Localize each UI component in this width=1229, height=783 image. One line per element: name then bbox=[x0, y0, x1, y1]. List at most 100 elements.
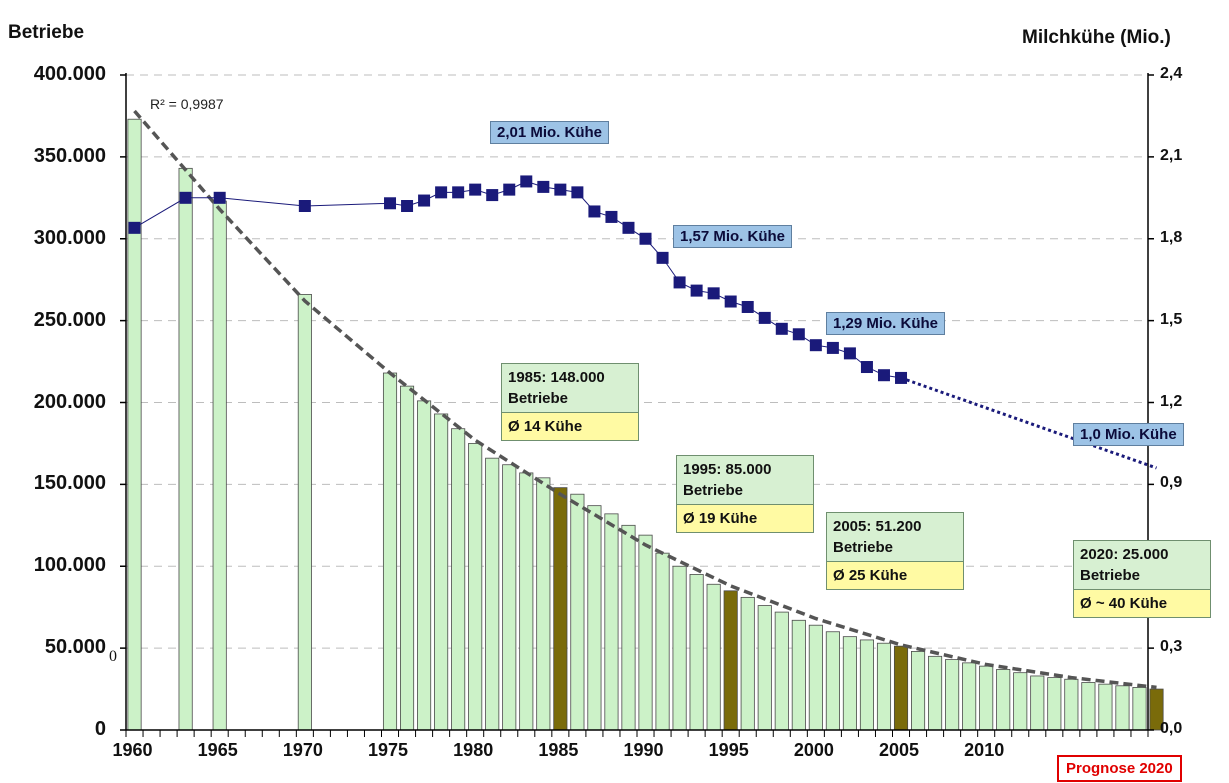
info-year-value: 1995: 85.000 bbox=[683, 461, 772, 478]
cow-marker-2004 bbox=[877, 369, 890, 382]
farm-bar-1985 bbox=[553, 487, 568, 731]
right-tick-label: 1,2 bbox=[1160, 392, 1183, 410]
cow-marker-1976 bbox=[401, 200, 414, 212]
cow-marker-2002 bbox=[843, 347, 856, 360]
info-average: Ø 14 Kühe bbox=[501, 413, 639, 441]
farm-bar-2020 bbox=[1149, 688, 1164, 731]
farm-bar-2014 bbox=[1047, 677, 1062, 731]
farm-bar-2007 bbox=[928, 655, 943, 731]
x-tick-label: 1980 bbox=[453, 740, 494, 760]
cow-marker-1984 bbox=[537, 180, 550, 193]
info-unit: Betriebe bbox=[508, 390, 569, 407]
x-tick-label: 1995 bbox=[708, 740, 749, 760]
x-tick-label: 2000 bbox=[793, 740, 834, 760]
x-tick-label: 1990 bbox=[623, 740, 664, 760]
cow-marker-1996 bbox=[741, 300, 754, 313]
farm-bar-2016 bbox=[1081, 682, 1096, 731]
cow-marker-1995 bbox=[724, 295, 737, 308]
cow-marker-1989 bbox=[622, 221, 635, 234]
farm-bar-1981 bbox=[485, 457, 500, 731]
cow-marker-1992 bbox=[673, 276, 686, 289]
farm-bar-1999 bbox=[791, 619, 806, 731]
farm-bar-1965 bbox=[212, 200, 227, 731]
trend-line bbox=[133, 109, 1157, 690]
farm-bar-1993 bbox=[689, 574, 704, 731]
cow-label-1983: 2,01 Mio. Kühe bbox=[490, 121, 610, 144]
farm-bar-2017 bbox=[1098, 683, 1113, 731]
info-year-value: 1985: 148.000 bbox=[508, 369, 605, 386]
info-year-value: 2005: 51.200 bbox=[833, 518, 922, 535]
farm-bar-1992 bbox=[672, 565, 687, 731]
farm-bar-1976 bbox=[400, 385, 415, 731]
farm-bar-2012 bbox=[1013, 672, 1028, 731]
x-tick-label: 2005 bbox=[879, 740, 920, 760]
cow-marker-2003 bbox=[860, 361, 873, 374]
farm-bar-1963 bbox=[178, 167, 193, 731]
farm-bar-2003 bbox=[859, 639, 874, 731]
farm-bar-2008 bbox=[945, 659, 960, 731]
axes bbox=[120, 73, 1154, 737]
farm-bar-2013 bbox=[1030, 675, 1045, 731]
info-box-1995: 1995: 85.000 Betriebe Ø 19 Kühe bbox=[676, 455, 814, 533]
farm-bar-1994 bbox=[706, 583, 721, 731]
cow-marker-1975 bbox=[384, 197, 397, 210]
grid-lines bbox=[126, 74, 1148, 649]
x-tick-label: 2010 bbox=[964, 740, 1005, 760]
farm-bar-2002 bbox=[842, 636, 857, 731]
farm-bar-1979 bbox=[451, 428, 466, 731]
left-tick-label: 200.000 bbox=[33, 390, 106, 413]
farm-bar-1982 bbox=[502, 464, 517, 731]
info-box-2005: 2005: 51.200 Betriebe Ø 25 Kühe bbox=[826, 512, 964, 590]
farm-bar-1996 bbox=[740, 596, 755, 731]
info-year-value: 2020: 25.000 bbox=[1080, 546, 1169, 563]
prognose-badge: Prognose 2020 bbox=[1057, 755, 1182, 782]
info-box-2020: 2020: 25.000 Betriebe Ø ~ 40 Kühe bbox=[1073, 540, 1211, 618]
farm-bar-1983 bbox=[519, 472, 534, 731]
info-unit: Betriebe bbox=[683, 482, 744, 499]
right-tick-label: 1,5 bbox=[1160, 310, 1183, 328]
farm-bar-2019 bbox=[1132, 687, 1147, 731]
cow-marker-1979 bbox=[452, 186, 465, 199]
cow-series-line bbox=[134, 180, 902, 379]
cow-marker-2000 bbox=[809, 339, 822, 352]
farm-bar-1984 bbox=[536, 477, 551, 731]
farm-bar-1960 bbox=[127, 118, 142, 731]
right-tick-label: 1,8 bbox=[1160, 228, 1183, 246]
left-tick-label: 100.000 bbox=[33, 554, 106, 577]
info-average: Ø ~ 40 Kühe bbox=[1073, 590, 1211, 618]
left-tick-label: 300.000 bbox=[33, 226, 106, 249]
cow-marker-1978 bbox=[435, 186, 448, 199]
info-unit: Betriebe bbox=[833, 539, 894, 556]
cow-marker-1998 bbox=[775, 322, 788, 335]
cow-marker-2005 bbox=[895, 371, 908, 384]
farm-bar-1998 bbox=[774, 611, 789, 731]
right-tick-label: 2,4 bbox=[1160, 65, 1183, 82]
cow-markers bbox=[128, 175, 1157, 470]
stray-label: 0 bbox=[109, 648, 117, 665]
cow-marker-1980 bbox=[469, 183, 482, 196]
right-axis-title: Milchkühe (Mio.) bbox=[1022, 27, 1171, 48]
right-tick-label: 0,9 bbox=[1160, 474, 1183, 492]
r2-label: R² = 0,9987 bbox=[150, 96, 224, 112]
farm-bar-1987 bbox=[587, 505, 602, 731]
farm-bar-1975 bbox=[382, 372, 398, 731]
farm-bar-2009 bbox=[962, 662, 977, 731]
left-tick-label: 350.000 bbox=[33, 144, 106, 167]
left-tick-label: 400.000 bbox=[33, 63, 106, 85]
cow-marker-2001 bbox=[826, 341, 839, 354]
cow-label-1995: 1,57 Mio. Kühe bbox=[673, 225, 793, 248]
cow-label-2020: 1,0 Mio. Kühe bbox=[1073, 423, 1184, 446]
cow-marker-1970 bbox=[298, 200, 311, 212]
cow-marker-1981 bbox=[486, 189, 499, 202]
left-tick-label: 50.000 bbox=[44, 636, 106, 659]
right-tick-label: 2,1 bbox=[1160, 146, 1183, 164]
farm-bar-1980 bbox=[468, 443, 483, 731]
x-tick-label: 1970 bbox=[282, 740, 323, 760]
farm-bar-2015 bbox=[1064, 678, 1079, 731]
cow-marker-1991 bbox=[656, 251, 669, 264]
trend-curve bbox=[133, 109, 1157, 690]
cow-marker-1990 bbox=[639, 232, 652, 245]
info-unit: Betriebe bbox=[1080, 567, 1141, 584]
